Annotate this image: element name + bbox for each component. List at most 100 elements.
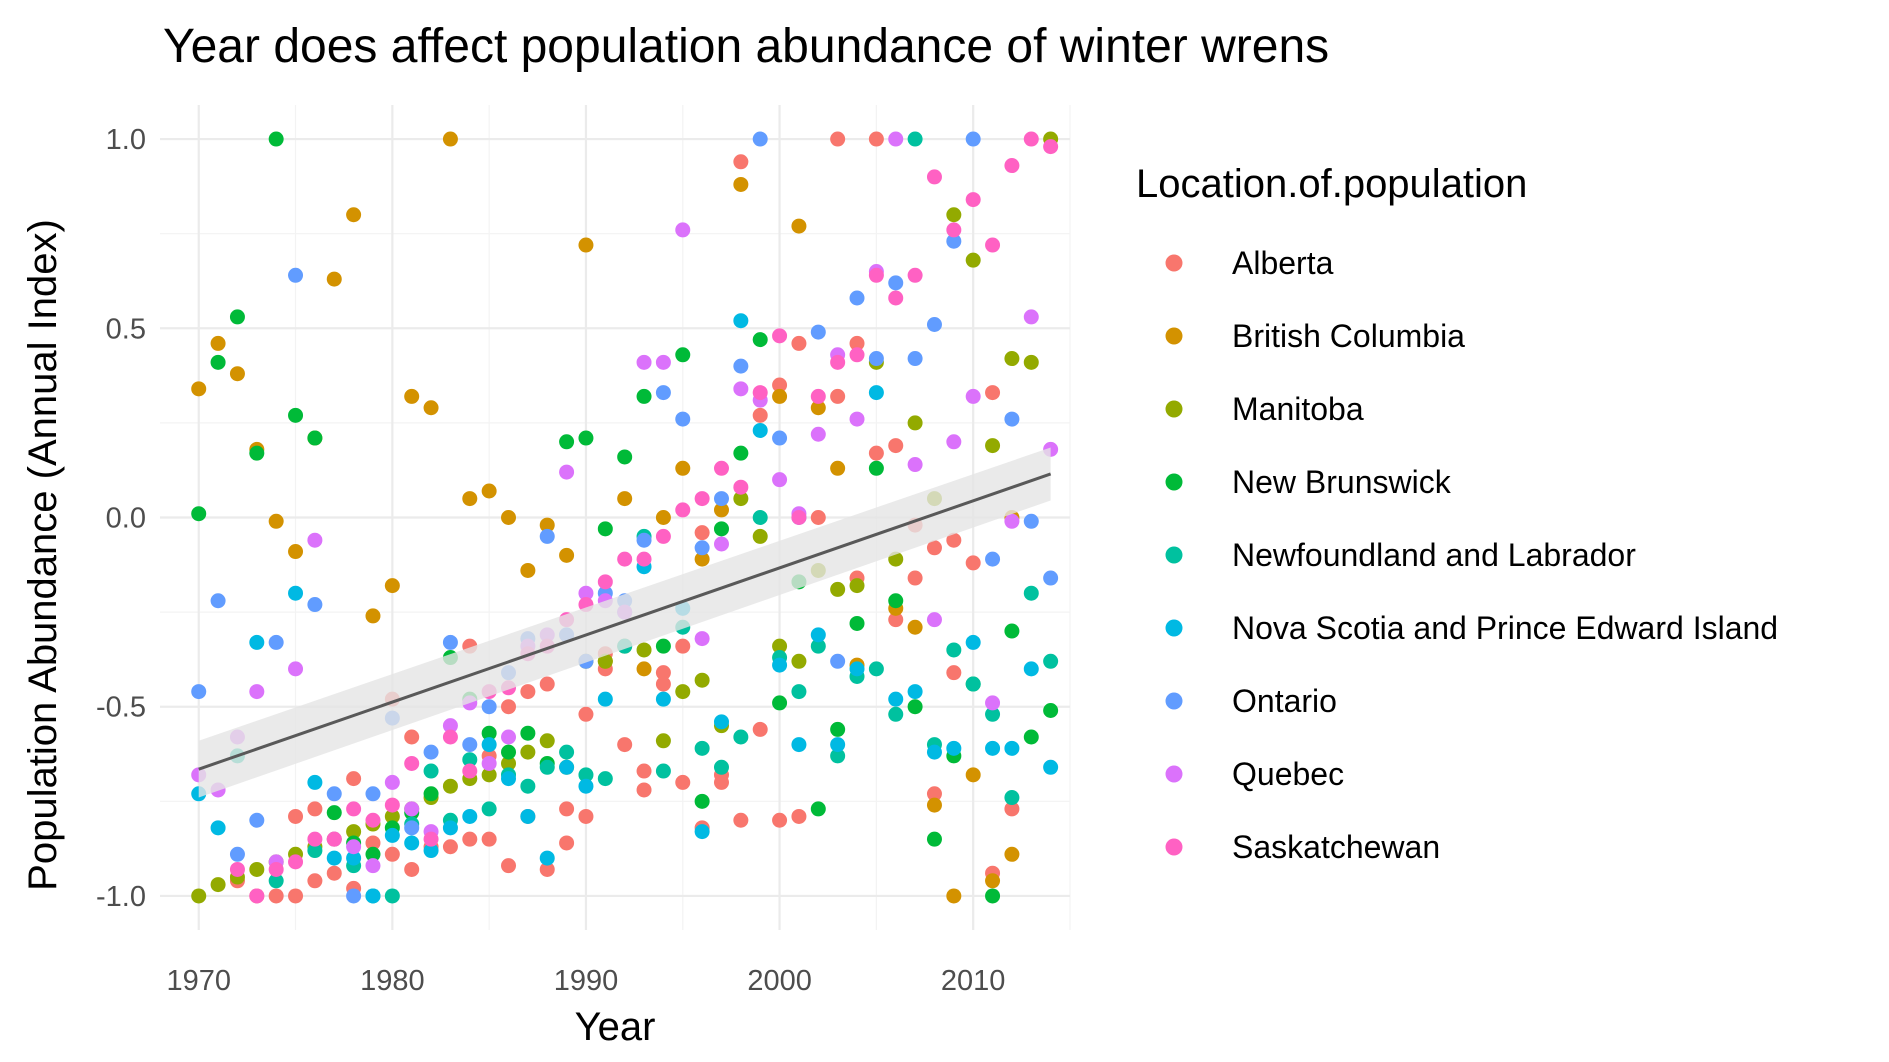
data-point (849, 411, 865, 427)
legend-item: Newfoundland and Labrador (1165, 537, 1636, 573)
data-point (442, 778, 458, 794)
data-point (404, 388, 420, 404)
chart-title: Year does affect population abundance of… (163, 20, 1329, 73)
data-point (675, 638, 691, 654)
data-point (694, 540, 710, 556)
data-point (1004, 411, 1020, 427)
data-point (907, 619, 923, 635)
data-point (268, 131, 284, 147)
data-point (830, 581, 846, 597)
data-point (462, 491, 478, 507)
data-point (636, 551, 652, 567)
data-point (365, 888, 381, 904)
data-point (384, 846, 400, 862)
data-point (830, 748, 846, 764)
data-point (365, 608, 381, 624)
data-point (655, 665, 671, 681)
data-point (907, 415, 923, 431)
data-point (636, 532, 652, 548)
data-point (888, 290, 904, 306)
data-point (559, 759, 575, 775)
data-point (985, 888, 1001, 904)
data-point (326, 850, 342, 866)
data-point (675, 684, 691, 700)
data-point (1043, 653, 1059, 669)
data-point (868, 385, 884, 401)
data-point (578, 767, 594, 783)
data-point (1043, 570, 1059, 586)
data-point (733, 491, 749, 507)
data-point (1043, 759, 1059, 775)
data-point (346, 824, 362, 840)
data-point (655, 510, 671, 525)
x-tick-label: 1990 (554, 965, 619, 997)
data-point (501, 744, 517, 760)
data-point (384, 808, 400, 824)
data-point (675, 502, 691, 518)
y-tick-label: 0.0 (106, 503, 146, 535)
data-point (713, 491, 729, 507)
data-point (772, 472, 788, 488)
data-point (636, 642, 652, 658)
data-point (442, 839, 458, 855)
data-point (481, 755, 497, 771)
data-point (288, 267, 304, 283)
data-point (210, 354, 226, 370)
trend-line (198, 472, 1052, 771)
data-point (675, 222, 691, 238)
data-point (868, 131, 884, 147)
data-point (423, 843, 439, 859)
data-point (791, 335, 807, 351)
data-point (326, 831, 342, 847)
data-point (539, 850, 555, 866)
data-point (888, 691, 904, 707)
data-point (578, 430, 594, 446)
data-point (423, 744, 439, 760)
data-point (965, 555, 981, 571)
data-point (733, 812, 749, 828)
data-point (326, 271, 342, 287)
data-point (365, 846, 381, 862)
data-point (791, 510, 807, 525)
data-point (481, 699, 497, 715)
data-point (578, 778, 594, 794)
data-point (346, 850, 362, 866)
data-point (288, 888, 304, 904)
data-point (694, 525, 710, 541)
legend-swatch (1165, 254, 1183, 272)
data-point (326, 786, 342, 802)
legend-title: Location.of.population (1136, 162, 1527, 206)
legend-swatch (1165, 619, 1183, 637)
data-point (907, 699, 923, 715)
data-point (326, 805, 342, 821)
data-point (772, 657, 788, 673)
data-point (713, 536, 729, 552)
data-point (713, 714, 729, 730)
data-point (888, 131, 904, 147)
data-point (559, 835, 575, 851)
data-point (1023, 661, 1039, 677)
data-point (946, 888, 962, 904)
data-point (617, 491, 633, 507)
data-point (249, 812, 265, 828)
y-tick-label: 0.5 (106, 313, 146, 345)
y-tick-label: -1.0 (96, 881, 146, 913)
legend-label: Manitoba (1232, 391, 1364, 427)
data-point (791, 653, 807, 669)
data-point (888, 593, 904, 609)
data-point (578, 237, 594, 253)
points-layer (191, 131, 1059, 904)
data-point (268, 861, 284, 877)
data-point (791, 684, 807, 700)
data-point (675, 347, 691, 363)
data-point (559, 744, 575, 760)
data-point (539, 528, 555, 544)
data-point (1023, 513, 1039, 529)
data-point (365, 812, 381, 828)
data-point (229, 366, 245, 382)
legend-item: New Brunswick (1165, 464, 1452, 500)
data-point (346, 771, 362, 787)
data-point (1023, 585, 1039, 601)
data-point (229, 846, 245, 862)
data-point (636, 782, 652, 798)
